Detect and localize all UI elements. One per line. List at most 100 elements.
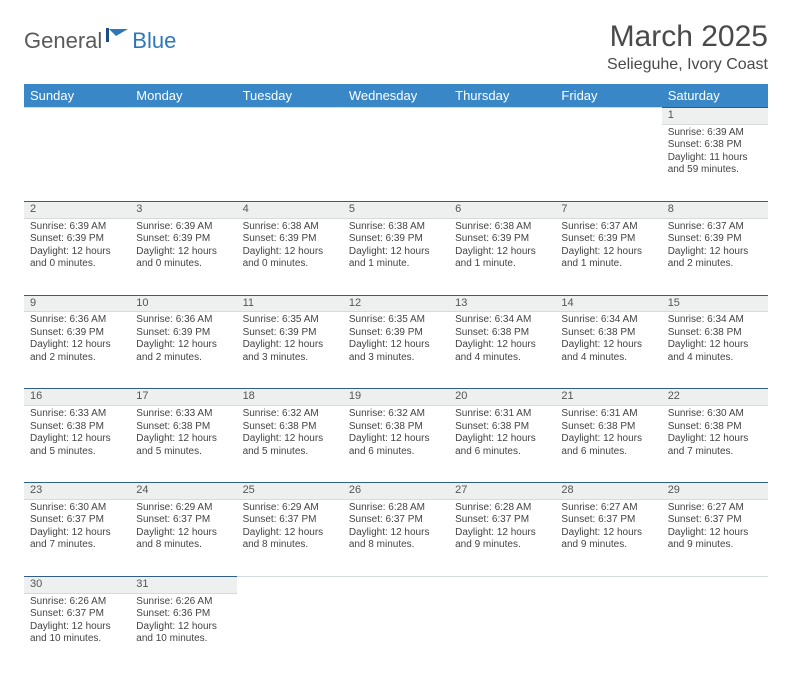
day-cell: Sunrise: 6:38 AMSunset: 6:39 PMDaylight:…: [237, 218, 343, 295]
day-number-cell: 24: [130, 483, 236, 500]
sunset-line: Sunset: 6:39 PM: [561, 233, 655, 246]
day-cell: Sunrise: 6:37 AMSunset: 6:39 PMDaylight:…: [662, 218, 768, 295]
day-number-cell: [662, 576, 768, 593]
day-number-cell: [555, 576, 661, 593]
sunrise-line: Sunrise: 6:36 AM: [30, 314, 124, 327]
sunset-line: Sunset: 6:37 PM: [349, 514, 443, 527]
day-cell: [555, 124, 661, 201]
day-cell: Sunrise: 6:38 AMSunset: 6:39 PMDaylight:…: [449, 218, 555, 295]
sunset-line: Sunset: 6:39 PM: [455, 233, 549, 246]
day-data-row: Sunrise: 6:36 AMSunset: 6:39 PMDaylight:…: [24, 312, 768, 389]
day-cell: Sunrise: 6:31 AMSunset: 6:38 PMDaylight:…: [555, 406, 661, 483]
day-cell: Sunrise: 6:28 AMSunset: 6:37 PMDaylight:…: [343, 499, 449, 576]
sunset-line: Sunset: 6:38 PM: [668, 139, 762, 152]
daylight-line: Daylight: 12 hours and 4 minutes.: [561, 339, 655, 364]
day-cell: Sunrise: 6:33 AMSunset: 6:38 PMDaylight:…: [24, 406, 130, 483]
day-data-row: Sunrise: 6:39 AMSunset: 6:38 PMDaylight:…: [24, 124, 768, 201]
day-number-cell: 21: [555, 389, 661, 406]
day-cell: Sunrise: 6:39 AMSunset: 6:38 PMDaylight:…: [662, 124, 768, 201]
day-data-row: Sunrise: 6:39 AMSunset: 6:39 PMDaylight:…: [24, 218, 768, 295]
day-cell: [130, 124, 236, 201]
day-cell: [555, 593, 661, 670]
day-cell: Sunrise: 6:27 AMSunset: 6:37 PMDaylight:…: [662, 499, 768, 576]
day-details: Sunrise: 6:30 AMSunset: 6:37 PMDaylight:…: [24, 500, 130, 556]
day-number-cell: 20: [449, 389, 555, 406]
day-details: Sunrise: 6:38 AMSunset: 6:39 PMDaylight:…: [343, 219, 449, 275]
sunrise-line: Sunrise: 6:38 AM: [455, 221, 549, 234]
daylight-line: Daylight: 12 hours and 1 minute.: [349, 246, 443, 271]
day-cell: [343, 593, 449, 670]
sunrise-line: Sunrise: 6:34 AM: [668, 314, 762, 327]
sunrise-line: Sunrise: 6:37 AM: [561, 221, 655, 234]
daylight-line: Daylight: 12 hours and 0 minutes.: [243, 246, 337, 271]
sunset-line: Sunset: 6:39 PM: [136, 233, 230, 246]
day-cell: Sunrise: 6:34 AMSunset: 6:38 PMDaylight:…: [555, 312, 661, 389]
sunrise-line: Sunrise: 6:32 AM: [349, 408, 443, 421]
sunset-line: Sunset: 6:38 PM: [455, 327, 549, 340]
day-data-row: Sunrise: 6:33 AMSunset: 6:38 PMDaylight:…: [24, 406, 768, 483]
day-number-cell: 15: [662, 295, 768, 312]
day-cell: Sunrise: 6:28 AMSunset: 6:37 PMDaylight:…: [449, 499, 555, 576]
day-cell: Sunrise: 6:34 AMSunset: 6:38 PMDaylight:…: [449, 312, 555, 389]
day-cell: [237, 593, 343, 670]
sunrise-line: Sunrise: 6:36 AM: [136, 314, 230, 327]
sunset-line: Sunset: 6:38 PM: [243, 421, 337, 434]
day-details: Sunrise: 6:29 AMSunset: 6:37 PMDaylight:…: [130, 500, 236, 556]
day-details: Sunrise: 6:32 AMSunset: 6:38 PMDaylight:…: [343, 406, 449, 462]
daylight-line: Daylight: 12 hours and 6 minutes.: [455, 433, 549, 458]
day-cell: Sunrise: 6:26 AMSunset: 6:36 PMDaylight:…: [130, 593, 236, 670]
daylight-line: Daylight: 12 hours and 7 minutes.: [668, 433, 762, 458]
day-number-cell: [449, 576, 555, 593]
sunset-line: Sunset: 6:38 PM: [668, 421, 762, 434]
day-number-cell: 30: [24, 576, 130, 593]
sunrise-line: Sunrise: 6:39 AM: [136, 221, 230, 234]
day-details: Sunrise: 6:29 AMSunset: 6:37 PMDaylight:…: [237, 500, 343, 556]
day-number-cell: 13: [449, 295, 555, 312]
daylight-line: Daylight: 12 hours and 6 minutes.: [349, 433, 443, 458]
day-cell: [449, 593, 555, 670]
daylight-line: Daylight: 12 hours and 2 minutes.: [136, 339, 230, 364]
day-details: Sunrise: 6:27 AMSunset: 6:37 PMDaylight:…: [555, 500, 661, 556]
day-cell: Sunrise: 6:31 AMSunset: 6:38 PMDaylight:…: [449, 406, 555, 483]
day-number-cell: 17: [130, 389, 236, 406]
sunrise-line: Sunrise: 6:38 AM: [243, 221, 337, 234]
day-number-cell: 4: [237, 201, 343, 218]
sunrise-line: Sunrise: 6:33 AM: [136, 408, 230, 421]
weekday-header: Monday: [130, 84, 236, 108]
weekday-header: Thursday: [449, 84, 555, 108]
sunset-line: Sunset: 6:39 PM: [668, 233, 762, 246]
day-cell: [662, 593, 768, 670]
logo-text-general: General: [24, 28, 102, 54]
sunset-line: Sunset: 6:37 PM: [668, 514, 762, 527]
day-number-row: 2345678: [24, 201, 768, 218]
daylight-line: Daylight: 12 hours and 2 minutes.: [30, 339, 124, 364]
sunset-line: Sunset: 6:38 PM: [561, 327, 655, 340]
day-number-row: 16171819202122: [24, 389, 768, 406]
sunrise-line: Sunrise: 6:26 AM: [136, 596, 230, 609]
day-cell: Sunrise: 6:32 AMSunset: 6:38 PMDaylight:…: [343, 406, 449, 483]
daylight-line: Daylight: 12 hours and 3 minutes.: [243, 339, 337, 364]
day-number-row: 1: [24, 108, 768, 125]
sunset-line: Sunset: 6:38 PM: [668, 327, 762, 340]
daylight-line: Daylight: 12 hours and 3 minutes.: [349, 339, 443, 364]
sunset-line: Sunset: 6:38 PM: [30, 421, 124, 434]
weekday-header: Saturday: [662, 84, 768, 108]
sunrise-line: Sunrise: 6:32 AM: [243, 408, 337, 421]
day-number-cell: 8: [662, 201, 768, 218]
daylight-line: Daylight: 12 hours and 10 minutes.: [136, 621, 230, 646]
day-number-cell: 7: [555, 201, 661, 218]
day-details: Sunrise: 6:34 AMSunset: 6:38 PMDaylight:…: [662, 312, 768, 368]
day-cell: Sunrise: 6:35 AMSunset: 6:39 PMDaylight:…: [237, 312, 343, 389]
sunset-line: Sunset: 6:39 PM: [349, 233, 443, 246]
day-cell: Sunrise: 6:27 AMSunset: 6:37 PMDaylight:…: [555, 499, 661, 576]
sunset-line: Sunset: 6:39 PM: [30, 327, 124, 340]
daylight-line: Daylight: 11 hours and 59 minutes.: [668, 152, 762, 177]
daylight-line: Daylight: 12 hours and 10 minutes.: [30, 621, 124, 646]
weekday-header: Sunday: [24, 84, 130, 108]
day-details: Sunrise: 6:39 AMSunset: 6:39 PMDaylight:…: [24, 219, 130, 275]
sunset-line: Sunset: 6:38 PM: [349, 421, 443, 434]
day-number-cell: 29: [662, 483, 768, 500]
day-details: Sunrise: 6:26 AMSunset: 6:37 PMDaylight:…: [24, 594, 130, 650]
day-number-cell: 28: [555, 483, 661, 500]
daylight-line: Daylight: 12 hours and 7 minutes.: [30, 527, 124, 552]
